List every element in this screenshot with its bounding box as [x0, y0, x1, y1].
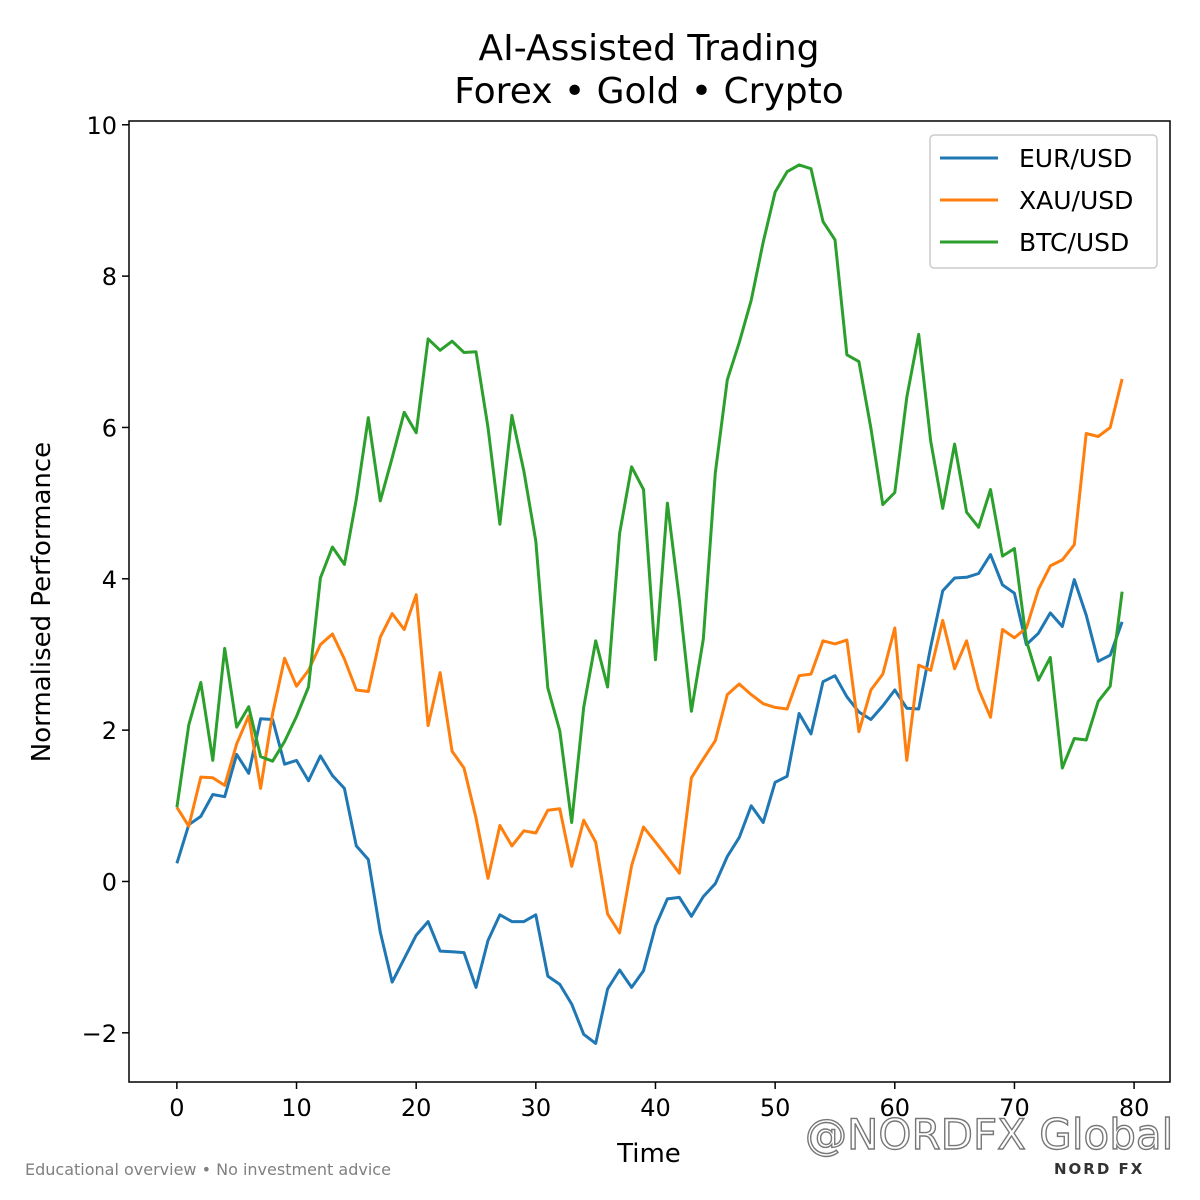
x-tick-label: 40 [640, 1094, 671, 1122]
series-line-btc-usd [175, 163, 1124, 824]
plot-area [175, 163, 1124, 1045]
x-tick-label: 60 [880, 1094, 911, 1122]
y-tick-label: 0 [102, 868, 117, 896]
brand-logo: NORD FX [1054, 1160, 1145, 1178]
plot-frame [128, 120, 1171, 1083]
chart-subtitle: Forex • Gold • Crypto [454, 71, 844, 112]
x-tick-label: 30 [521, 1094, 552, 1122]
x-axis-label: Time [616, 1139, 681, 1169]
legend: EUR/USD XAU/USD BTC/USD [929, 134, 1158, 269]
x-axis: 0 10 20 30 40 50 60 70 80 [169, 1082, 1149, 1122]
y-tick-label: −2 [82, 1020, 117, 1048]
x-tick-label: 80 [1119, 1094, 1150, 1122]
y-tick-label: 10 [86, 112, 117, 140]
series-line-eur-usd [175, 553, 1124, 1045]
watermark: @NORDFX Global [804, 1109, 1174, 1159]
legend-label: EUR/USD [1019, 144, 1132, 173]
x-tick-label: 10 [281, 1094, 312, 1122]
x-tick-label: 20 [401, 1094, 432, 1122]
legend-box [929, 134, 1158, 269]
y-tick-label: 8 [102, 263, 117, 291]
series-line-xau-usd [175, 378, 1124, 935]
y-axis-label: Normalised Performance [27, 442, 57, 762]
y-tick-label: 2 [102, 717, 117, 745]
legend-label: XAU/USD [1019, 186, 1133, 215]
y-tick-label: 4 [102, 566, 117, 594]
x-tick-label: 50 [760, 1094, 791, 1122]
y-tick-label: 6 [102, 414, 117, 442]
y-axis: −2 0 2 4 6 8 10 [82, 112, 129, 1048]
x-tick-label: 70 [999, 1094, 1030, 1122]
legend-label: BTC/USD [1019, 228, 1129, 257]
chart-title: AI-Assisted Trading [479, 28, 820, 69]
x-tick-label: 0 [169, 1094, 184, 1122]
disclaimer-text: Educational overview • No investment adv… [25, 1160, 391, 1179]
